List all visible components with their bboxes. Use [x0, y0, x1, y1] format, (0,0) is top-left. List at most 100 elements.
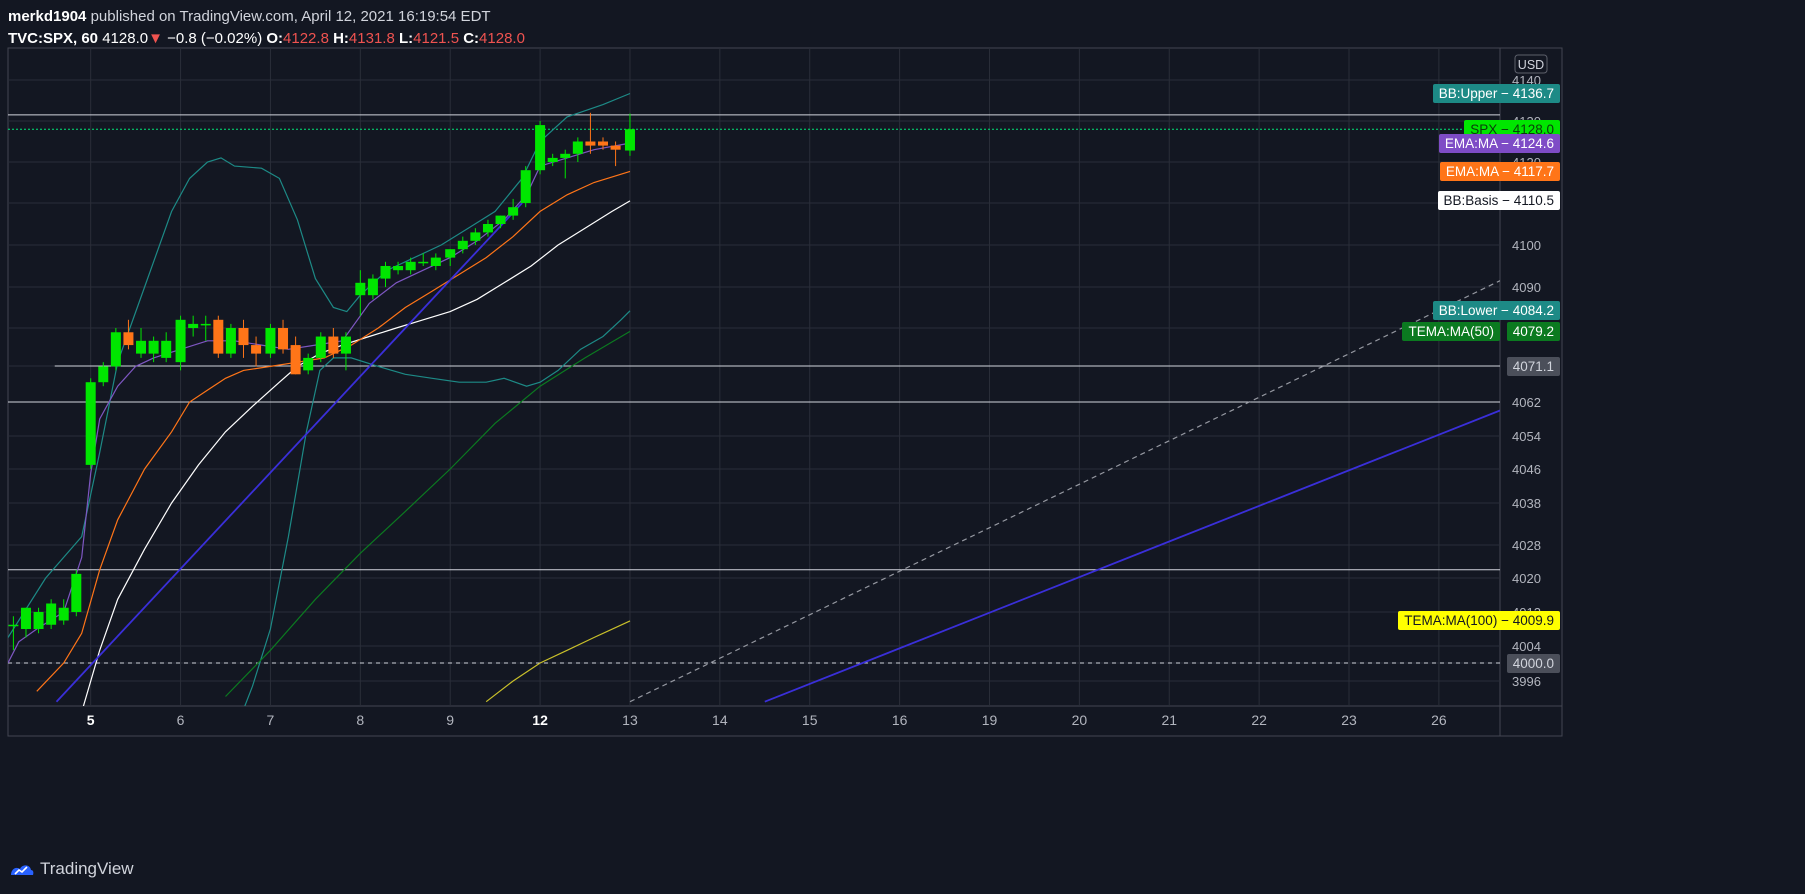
indicator-line-tema-ma-100-	[485, 620, 631, 703]
candle-body[interactable]	[71, 573, 82, 612]
price-tick-label: 4062	[1512, 395, 1541, 410]
price-tick-label: 4100	[1512, 238, 1541, 253]
price-tag: TEMA:MA(50)	[1402, 321, 1500, 341]
chart-header: merkd1904 published on TradingView.com, …	[8, 6, 1798, 50]
currency-box[interactable]	[1514, 54, 1548, 74]
candle-body[interactable]	[123, 332, 134, 346]
indicator-line-dashed-trend	[629, 280, 1500, 703]
candle-body[interactable]	[303, 357, 314, 371]
candle-body[interactable]	[46, 603, 57, 625]
indicator-line-blue-trend-steep-	[55, 202, 523, 703]
candle-body[interactable]	[20, 607, 31, 629]
price-tick-label: 3996	[1512, 674, 1541, 689]
candle-body[interactable]	[213, 319, 224, 354]
author-name[interactable]: merkd1904	[8, 8, 87, 25]
time-tick-label: 14	[712, 712, 728, 728]
candle-body[interactable]	[278, 328, 289, 350]
candle-body[interactable]	[610, 145, 621, 150]
plot-area[interactable]	[8, 48, 1500, 733]
candle-body[interactable]	[136, 340, 147, 354]
candle-body[interactable]	[265, 328, 276, 354]
indicator-line-bb-basis	[82, 200, 631, 706]
candle-body[interactable]	[430, 257, 441, 266]
time-tick-label: 26	[1431, 712, 1447, 728]
candle-body[interactable]	[405, 261, 416, 271]
footer-brand[interactable]: TradingView	[8, 856, 134, 882]
candle-body[interactable]	[572, 141, 583, 154]
candle-body[interactable]	[148, 340, 159, 354]
time-tick-label: 23	[1341, 712, 1357, 728]
symbol-info: TVC:SPX, 60 4128.0▼ −0.8 (−0.02%) O:4122…	[8, 30, 525, 47]
candle-body[interactable]	[238, 328, 249, 346]
candle-body[interactable]	[8, 624, 19, 627]
price-tag: EMA:MA − 4117.7	[1439, 161, 1560, 181]
candle-body[interactable]	[290, 345, 301, 375]
candle-body[interactable]	[470, 232, 481, 241]
candle-body[interactable]	[560, 153, 571, 158]
chart-border	[7, 47, 1563, 737]
time-tick-label: 9	[446, 712, 454, 728]
indicator-line-bb-lower	[244, 310, 631, 706]
candle-body[interactable]	[393, 266, 404, 271]
time-tick-label: 6	[177, 712, 185, 728]
candle-body[interactable]	[251, 345, 262, 354]
candle-body[interactable]	[33, 612, 44, 629]
indicator-line-ema-ma-1	[36, 170, 631, 692]
price-tick-label: 4020	[1512, 571, 1541, 586]
close-label: C:	[463, 30, 480, 47]
time-tick-label: 22	[1251, 712, 1267, 728]
candle-body[interactable]	[200, 323, 211, 326]
candle-body[interactable]	[175, 319, 186, 363]
indicator-line-tema-ma-50-	[225, 330, 631, 697]
candle-body[interactable]	[380, 266, 391, 279]
tradingview-logo-icon	[11, 865, 34, 875]
time-tick-label: 12	[532, 712, 548, 728]
candle-body[interactable]	[367, 278, 378, 296]
price-tag: 4071.1	[1506, 356, 1560, 376]
indicator-line-bb-upper	[8, 92, 631, 638]
candle-body[interactable]	[315, 336, 326, 358]
publish-info: merkd1904 published on TradingView.com, …	[8, 8, 491, 25]
time-tick-label: 20	[1072, 712, 1088, 728]
down-arrow-icon: ▼	[148, 30, 163, 47]
price-tick-label: 4090	[1512, 280, 1541, 295]
candle-body[interactable]	[482, 224, 493, 233]
candle-body[interactable]	[340, 336, 351, 354]
candle-body[interactable]	[535, 125, 546, 171]
indicator-line-ema-ma-2	[8, 142, 631, 664]
open-value: 4122.8	[283, 30, 329, 47]
price-tag: BB:Lower − 4084.2	[1432, 301, 1560, 321]
last-price: 4128.0	[102, 30, 149, 47]
candle-body[interactable]	[520, 170, 531, 203]
candle-body[interactable]	[328, 336, 339, 354]
candle-body[interactable]	[418, 261, 429, 264]
candle-body[interactable]	[624, 129, 635, 151]
time-tick-label: 15	[802, 712, 818, 728]
time-tick-label: 5	[87, 712, 95, 728]
candle-body[interactable]	[495, 215, 506, 224]
candle-body[interactable]	[161, 340, 172, 358]
price-tick-label: 4004	[1512, 639, 1541, 654]
candle-body[interactable]	[508, 207, 519, 216]
candle-body[interactable]	[98, 366, 109, 383]
candle-body[interactable]	[547, 157, 558, 162]
candle-body[interactable]	[445, 249, 456, 258]
currency-label: USD	[1518, 58, 1544, 72]
candle-body[interactable]	[355, 282, 366, 296]
price-tick-label: 4046	[1512, 462, 1541, 477]
candle-body[interactable]	[110, 332, 121, 367]
candle-body[interactable]	[85, 382, 96, 465]
time-tick-label: 13	[622, 712, 638, 728]
candle-body[interactable]	[188, 323, 199, 328]
candle-body[interactable]	[225, 328, 236, 354]
candle-body[interactable]	[598, 141, 609, 146]
low-value: 4121.5	[413, 30, 460, 47]
candle-body[interactable]	[457, 240, 468, 250]
symbol-name[interactable]: TVC:SPX, 60	[8, 30, 99, 47]
candle-body[interactable]	[585, 141, 596, 146]
time-tick-label: 19	[982, 712, 998, 728]
candle-body[interactable]	[58, 607, 69, 621]
price-tag: BB:Basis − 4110.5	[1437, 191, 1560, 211]
time-tick-label: 16	[892, 712, 908, 728]
